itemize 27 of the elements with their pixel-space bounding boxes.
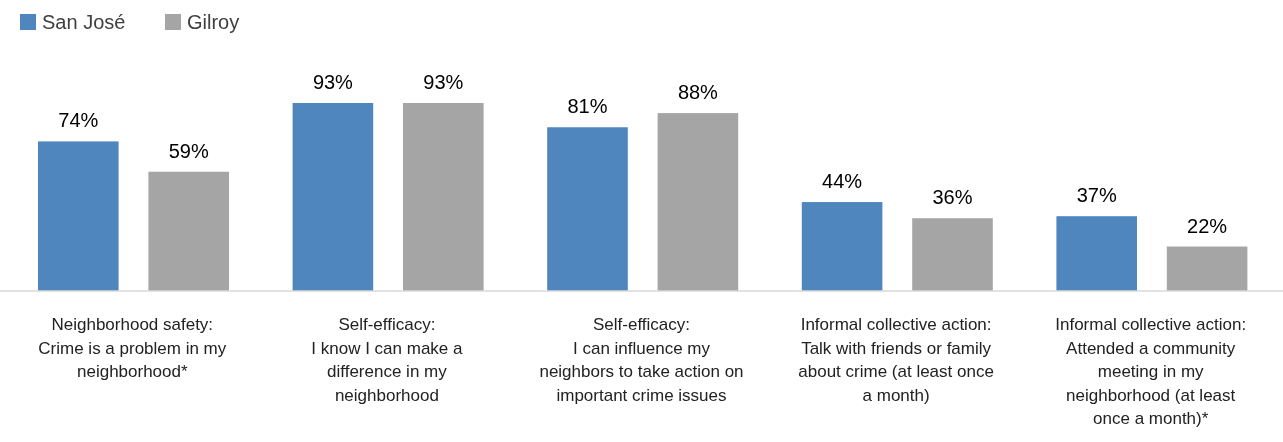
- data-label: 59%: [168, 139, 209, 162]
- data-label: 22%: [1187, 214, 1228, 237]
- bar: [1056, 216, 1137, 291]
- x-tick-label: Informal collective action: Attended a community meeting in my neighborhood (at least once a month)*: [1055, 315, 1247, 428]
- data-label: 93%: [312, 71, 354, 93]
- bar: [38, 141, 119, 291]
- bar: [292, 103, 374, 291]
- data-label: 81%: [567, 95, 608, 118]
- bar: [801, 202, 883, 291]
- data-label: 88%: [677, 81, 719, 104]
- bar: [657, 113, 739, 291]
- data-label: 74%: [58, 109, 99, 132]
- x-tick-label: Informal collective action: Talk with friends or family about crime (at least once a month): [798, 315, 994, 405]
- bar: [403, 103, 484, 291]
- bar: [148, 171, 229, 291]
- data-label: 37%: [1076, 184, 1117, 207]
- x-tick-label: Self-efficacy: I know I can make a difference in my neighborhood: [311, 315, 464, 405]
- bar: [547, 127, 628, 291]
- x-tick-label: Neighborhood safety: Crime is a problem in my neighborhood*: [38, 315, 227, 381]
- data-label: 44%: [822, 170, 863, 193]
- bar: [912, 218, 993, 291]
- legend-label: San José: [42, 11, 126, 33]
- data-label: 93%: [423, 71, 464, 93]
- x-tick-label: Self-efficacy: I can influence my neighbors to take action on important crime issues: [539, 315, 744, 405]
- data-label: 36%: [932, 186, 973, 209]
- legend-label: Gilroy: [187, 11, 240, 33]
- bar: [1166, 246, 1248, 291]
